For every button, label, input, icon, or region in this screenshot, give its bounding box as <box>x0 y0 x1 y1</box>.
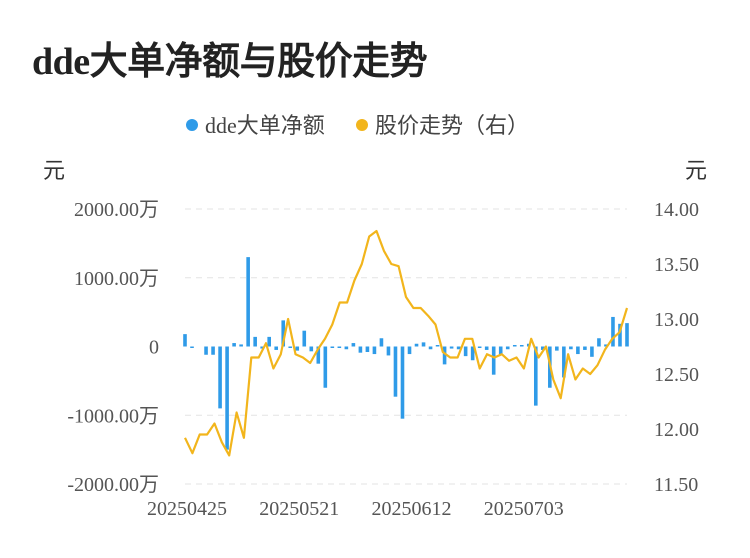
bar <box>407 346 412 355</box>
bar <box>519 345 524 347</box>
bar <box>484 346 489 350</box>
legend-marker <box>356 119 368 131</box>
bar <box>597 338 601 347</box>
bar <box>295 346 300 351</box>
right-axis-unit: 元 <box>685 158 707 183</box>
bar <box>309 346 314 352</box>
legend-marker <box>186 119 198 131</box>
bar <box>400 346 405 419</box>
grid <box>185 208 627 485</box>
bar <box>512 345 517 347</box>
bar <box>470 346 475 361</box>
bar <box>379 338 384 347</box>
bar <box>435 345 440 347</box>
left-axis-unit: 元 <box>43 158 65 183</box>
bar <box>330 346 335 348</box>
right-tick-label: 11.50 <box>654 474 698 496</box>
line-series <box>184 229 629 457</box>
bar <box>463 346 468 357</box>
x-tick-label: 20250612 <box>372 498 452 520</box>
bar <box>555 346 559 351</box>
bar <box>281 320 286 347</box>
bar <box>323 346 328 388</box>
bar <box>232 343 236 347</box>
bar <box>604 344 608 347</box>
bar <box>611 316 615 347</box>
bar <box>253 336 257 347</box>
bar <box>428 346 433 350</box>
bar <box>576 346 580 355</box>
bar <box>204 346 208 355</box>
bar <box>421 342 426 347</box>
chart-title: dde大单净额与股价走势 <box>32 41 428 83</box>
bar <box>211 346 215 355</box>
right-tick-label: 14.00 <box>654 199 699 221</box>
bar <box>183 334 187 347</box>
left-tick-label: 0 <box>149 337 159 359</box>
left-tick-label: 1000.00万 <box>74 268 159 290</box>
left-tick-label: -1000.00万 <box>67 405 159 427</box>
left-tick-label: 2000.00万 <box>74 199 159 221</box>
bar <box>625 323 629 347</box>
bar <box>491 346 496 375</box>
bar <box>414 343 419 347</box>
right-tick-label: 12.50 <box>654 364 699 386</box>
x-tick-label: 20250703 <box>484 498 564 520</box>
bar <box>344 346 349 350</box>
bar <box>569 346 573 350</box>
bar <box>505 346 510 350</box>
bar <box>337 346 342 348</box>
bar <box>316 346 321 364</box>
bar <box>358 346 363 353</box>
bar <box>302 330 307 347</box>
price-line <box>184 229 629 457</box>
bar <box>267 336 271 347</box>
right-tick-label: 13.50 <box>654 254 699 276</box>
bar <box>498 346 503 355</box>
bar <box>442 346 447 365</box>
bar <box>239 344 243 347</box>
bar <box>260 346 264 349</box>
bar <box>449 346 454 349</box>
bar <box>541 346 545 350</box>
bar <box>583 346 587 350</box>
bar <box>562 346 566 378</box>
bar <box>288 346 293 348</box>
bar <box>190 346 194 348</box>
bar-series <box>183 257 629 450</box>
bar <box>372 346 377 355</box>
bar <box>274 346 279 350</box>
left-axis-ticks: 2000.00万 1000.00万 0 -1000.00万 -2000.00万 <box>67 199 159 496</box>
bar <box>533 346 538 406</box>
bar <box>225 346 229 450</box>
x-axis-ticks: 20250425 20250521 20250612 20250703 <box>147 498 564 520</box>
left-tick-label: -2000.00万 <box>67 474 159 496</box>
bar <box>365 346 370 352</box>
bar <box>590 346 594 357</box>
x-tick-label: 20250521 <box>259 498 339 520</box>
legend: dde大单净额 股价走势（右） <box>186 113 529 138</box>
right-tick-label: 13.00 <box>654 309 699 331</box>
bar <box>218 346 222 409</box>
legend-label[interactable]: dde大单净额 <box>205 113 325 138</box>
bar <box>456 346 461 350</box>
bar <box>393 346 398 397</box>
bar <box>351 343 356 347</box>
x-tick-label: 20250425 <box>147 498 227 520</box>
bar <box>246 257 250 347</box>
right-axis-ticks: 14.00 13.50 13.00 12.50 12.00 11.50 <box>654 199 699 496</box>
legend-label[interactable]: 股价走势（右） <box>375 113 529 138</box>
bar <box>618 323 622 347</box>
bar <box>477 346 482 348</box>
right-tick-label: 12.00 <box>654 419 699 441</box>
bar <box>386 346 391 356</box>
